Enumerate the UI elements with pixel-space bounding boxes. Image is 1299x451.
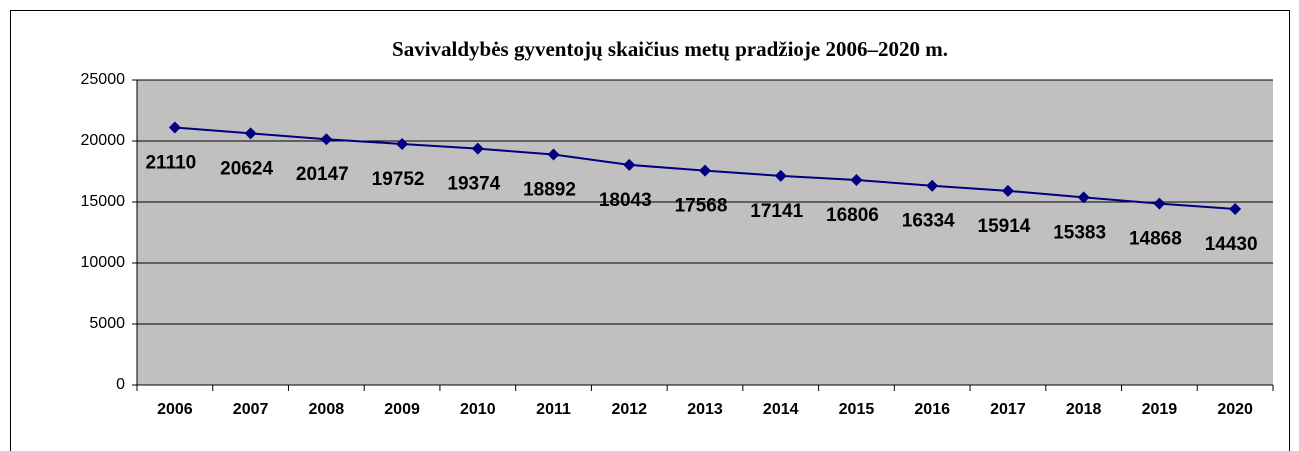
x-tick-label: 2011 xyxy=(536,401,571,418)
x-tick-label: 2014 xyxy=(763,401,799,418)
y-tick-label: 5000 xyxy=(89,315,125,332)
y-tick-label: 20000 xyxy=(81,132,126,149)
data-label: 14868 xyxy=(1129,229,1182,250)
data-label: 18043 xyxy=(599,190,652,211)
x-tick-label: 2007 xyxy=(233,401,269,418)
data-label: 19374 xyxy=(447,174,500,195)
data-label: 20147 xyxy=(296,164,349,185)
marker xyxy=(168,121,181,134)
data-label: 15914 xyxy=(978,216,1031,237)
x-tick-label: 2016 xyxy=(914,401,950,418)
y-tick-label: 0 xyxy=(116,376,125,393)
x-tick-label: 2015 xyxy=(839,401,875,418)
y-tick-label: 15000 xyxy=(81,193,126,210)
marker xyxy=(320,133,333,146)
y-tick-label: 25000 xyxy=(81,71,126,88)
x-tick-label: 2019 xyxy=(1142,401,1178,418)
x-tick-label: 2018 xyxy=(1066,401,1102,418)
marker xyxy=(1153,197,1166,210)
x-tick-label: 2008 xyxy=(309,401,345,418)
y-tick-label: 10000 xyxy=(81,254,126,271)
x-tick-label: 2020 xyxy=(1217,401,1253,418)
marker xyxy=(850,173,863,186)
marker xyxy=(1077,191,1090,204)
data-label: 17141 xyxy=(750,201,803,222)
data-label: 16334 xyxy=(902,211,955,232)
data-label: 19752 xyxy=(372,169,425,190)
data-label: 18892 xyxy=(523,180,576,201)
data-label: 14430 xyxy=(1205,234,1258,255)
data-label: 21110 xyxy=(145,152,196,173)
marker xyxy=(774,169,787,182)
marker xyxy=(623,158,636,171)
chart-title: Savivaldybės gyventojų skaičius metų pra… xyxy=(392,37,948,61)
marker xyxy=(471,142,484,155)
x-tick-label: 2009 xyxy=(384,401,420,418)
data-label: 17568 xyxy=(675,196,728,217)
data-label: 20624 xyxy=(220,158,273,179)
plot-area xyxy=(137,80,1273,385)
marker xyxy=(244,127,257,140)
data-label: 15383 xyxy=(1053,222,1106,243)
marker xyxy=(699,164,711,177)
x-tick-label: 2010 xyxy=(460,401,496,418)
marker xyxy=(1229,202,1242,215)
marker xyxy=(926,179,939,192)
x-tick-label: 2013 xyxy=(687,401,723,418)
x-tick-label: 2012 xyxy=(611,401,647,418)
x-tick-label: 2006 xyxy=(157,401,193,418)
marker xyxy=(1001,184,1014,197)
x-tick-label: 2017 xyxy=(990,401,1026,418)
marker xyxy=(396,138,409,151)
data-label: 16806 xyxy=(826,205,879,226)
marker xyxy=(547,148,560,161)
